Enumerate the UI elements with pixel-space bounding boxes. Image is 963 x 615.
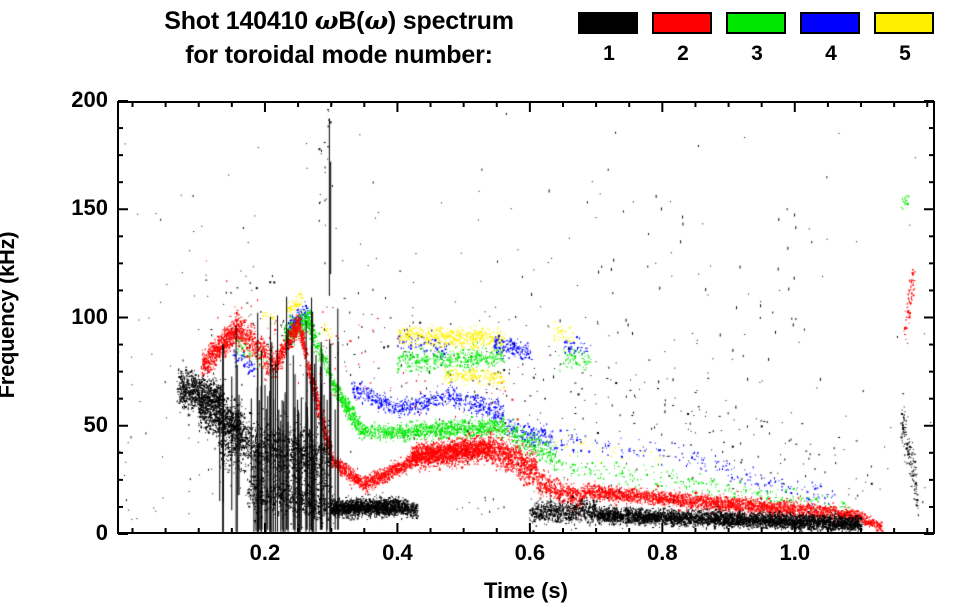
title-b-text: B(: [338, 7, 365, 35]
legend-item-2: 2: [652, 12, 714, 65]
omega-symbol-1: ω: [314, 6, 339, 35]
title-line-1: Shot 140410 ωB(ω) spectrum: [104, 4, 574, 38]
legend-swatch-toroidal-mode-5: [874, 12, 934, 34]
legend-swatch-toroidal-mode-1: [578, 12, 638, 34]
y-axis-label: Frequency (kHz): [0, 231, 19, 399]
x-axis-label: Time (s): [484, 578, 568, 603]
legend-item-5: 5: [874, 12, 936, 65]
legend-label-2: 2: [677, 42, 689, 65]
y-tick-label-50: 50: [83, 411, 108, 437]
x-tick-label-0.8: 0.8: [647, 540, 678, 565]
y-tick-label-100: 100: [71, 303, 108, 329]
legend-label-1: 1: [603, 42, 615, 65]
plot-area: [117, 101, 935, 534]
spectrogram-scatter-canvas: [119, 103, 933, 532]
legend-swatch-toroidal-mode-3: [726, 12, 786, 34]
legend-swatch-toroidal-mode-2: [652, 12, 712, 34]
title-spectrum-text: ) spectrum: [387, 7, 514, 35]
y-tick-label-0: 0: [95, 520, 108, 545]
omega-symbol-2: ω: [364, 6, 388, 35]
legend-label-3: 3: [751, 42, 763, 65]
legend-label-5: 5: [899, 42, 911, 65]
title-shot-text: Shot 140410: [164, 7, 315, 35]
title-line-2: for toroidal mode number:: [185, 41, 493, 69]
legend-swatch-toroidal-mode-4: [800, 12, 860, 34]
x-tick-label-0.2: 0.2: [249, 540, 281, 565]
x-tick-label-0.4: 0.4: [382, 540, 413, 565]
legend-item-4: 4: [800, 12, 862, 65]
y-tick-label-200: 200: [71, 87, 108, 112]
x-tick-label-1.0: 1.0: [779, 540, 811, 565]
x-tick-label-0.6: 0.6: [514, 540, 546, 565]
legend-item-1: 1: [578, 12, 640, 65]
legend-label-4: 4: [825, 42, 837, 65]
legend: 1 2 3 4 5: [578, 12, 956, 82]
figure-title: Shot 140410 ωB(ω) spectrum for toroidal …: [104, 4, 574, 72]
legend-item-3: 3: [726, 12, 788, 65]
y-tick-label-150: 150: [71, 195, 108, 221]
